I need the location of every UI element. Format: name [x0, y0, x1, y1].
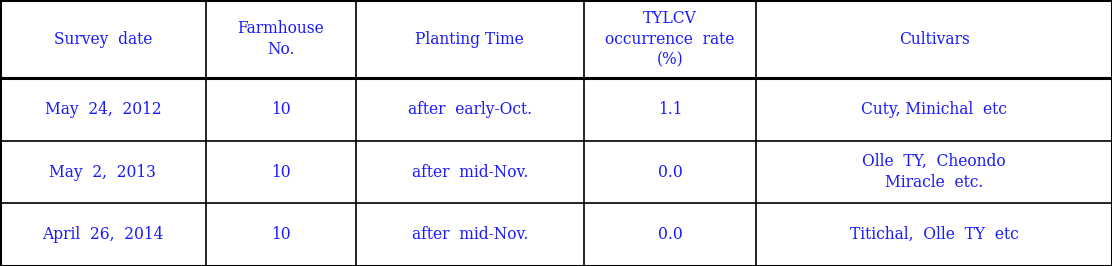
- Text: 1.1: 1.1: [657, 101, 683, 118]
- Text: after  early-Oct.: after early-Oct.: [408, 101, 532, 118]
- Text: May  24,  2012: May 24, 2012: [44, 101, 161, 118]
- Text: 10: 10: [271, 164, 290, 181]
- Text: TYLCV
occurrence  rate
(%): TYLCV occurrence rate (%): [605, 10, 735, 69]
- Text: 10: 10: [271, 101, 290, 118]
- Text: Planting Time: Planting Time: [416, 31, 524, 48]
- Text: 0.0: 0.0: [657, 164, 683, 181]
- Text: after  mid-Nov.: after mid-Nov.: [411, 164, 528, 181]
- Text: Olle  TY,  Cheondo
Miracle  etc.: Olle TY, Cheondo Miracle etc.: [862, 153, 1006, 191]
- Text: Farmhouse
No.: Farmhouse No.: [237, 20, 325, 58]
- Text: after  mid-Nov.: after mid-Nov.: [411, 226, 528, 243]
- Text: Survey  date: Survey date: [53, 31, 152, 48]
- Text: Cultivars: Cultivars: [898, 31, 970, 48]
- Text: 0.0: 0.0: [657, 226, 683, 243]
- Text: May  2,  2013: May 2, 2013: [49, 164, 157, 181]
- Text: April  26,  2014: April 26, 2014: [42, 226, 163, 243]
- Text: Cuty, Minichal  etc: Cuty, Minichal etc: [861, 101, 1007, 118]
- Text: Titichal,  Olle  TY  etc: Titichal, Olle TY etc: [850, 226, 1019, 243]
- Text: 10: 10: [271, 226, 290, 243]
